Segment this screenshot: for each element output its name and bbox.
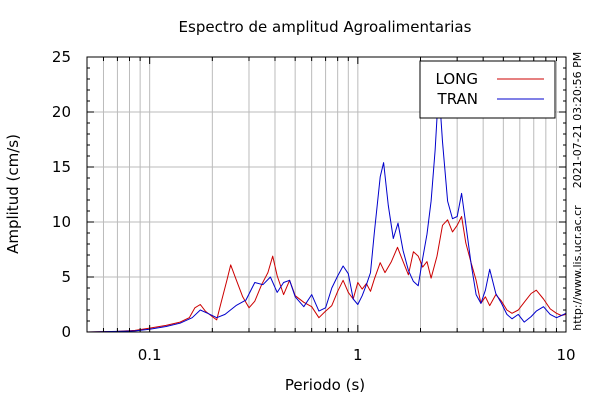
y-axis-label: Amplitud (cm/s): [4, 134, 22, 254]
axis-ticks: 0.1 1 10 0 5 10 15 20 25: [52, 48, 576, 364]
chart-title: Espectro de amplitud Agroalimentarias: [179, 18, 472, 36]
y-tick-label: 25: [52, 48, 71, 66]
legend-label: TRAN: [437, 90, 478, 108]
timestamp-label: 2021-07-21 03:20:56 PM: [571, 52, 584, 188]
y-tick-label: 5: [61, 268, 71, 286]
x-tick-label: 0.1: [138, 346, 162, 364]
y-tick-label: 20: [52, 103, 71, 121]
legend-box: [419, 60, 556, 119]
series-line-long: [86, 216, 567, 333]
x-tick-label: 10: [556, 346, 575, 364]
y-tick-label: 15: [52, 158, 71, 176]
legend-label: LONG: [436, 70, 478, 88]
legend: LONG TRAN: [419, 60, 556, 119]
series-lines: [86, 86, 567, 333]
source-url-label: http://www.lis.ucr.ac.cr: [571, 205, 584, 331]
y-tick-label: 10: [52, 213, 71, 231]
x-tick-label: 1: [353, 346, 363, 364]
x-axis-label: Periodo (s): [285, 376, 365, 394]
series-line-tran: [86, 86, 567, 333]
plot-frame: [86, 56, 567, 333]
grid: [87, 57, 566, 332]
y-tick-label: 0: [61, 323, 71, 341]
